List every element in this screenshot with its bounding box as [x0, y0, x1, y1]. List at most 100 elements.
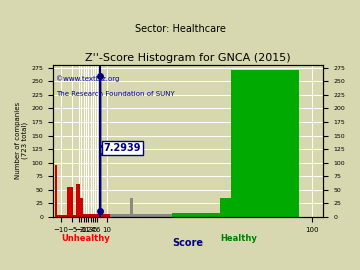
- Bar: [69, 187, 71, 217]
- Bar: [78, 184, 80, 217]
- Bar: [256, 70, 258, 217]
- Bar: [128, 214, 130, 217]
- Bar: [274, 70, 276, 217]
- Text: Unhealthy: Unhealthy: [61, 234, 109, 243]
- Bar: [82, 214, 85, 217]
- Bar: [73, 215, 76, 217]
- Bar: [258, 70, 261, 217]
- Bar: [167, 214, 169, 217]
- Bar: [119, 214, 121, 217]
- Bar: [156, 214, 158, 217]
- Bar: [222, 198, 224, 217]
- Bar: [194, 212, 197, 217]
- Bar: [142, 214, 144, 217]
- Bar: [249, 70, 252, 217]
- Bar: [199, 212, 201, 217]
- Bar: [238, 70, 240, 217]
- Bar: [105, 214, 108, 217]
- Bar: [67, 187, 69, 217]
- Bar: [233, 70, 235, 217]
- Bar: [135, 214, 138, 217]
- Bar: [85, 214, 87, 217]
- Bar: [92, 214, 94, 217]
- Y-axis label: Number of companies
(723 total): Number of companies (723 total): [15, 102, 28, 180]
- Bar: [252, 70, 254, 217]
- Bar: [201, 212, 203, 217]
- Bar: [242, 70, 245, 217]
- Bar: [281, 70, 283, 217]
- X-axis label: Score: Score: [173, 238, 204, 248]
- Bar: [71, 187, 73, 217]
- Bar: [224, 198, 226, 217]
- Bar: [183, 212, 185, 217]
- Bar: [185, 212, 188, 217]
- Bar: [263, 70, 265, 217]
- Bar: [101, 214, 103, 217]
- Bar: [267, 70, 270, 217]
- Bar: [133, 214, 135, 217]
- Bar: [160, 214, 162, 217]
- Bar: [55, 165, 58, 217]
- Bar: [172, 212, 174, 217]
- Bar: [181, 212, 183, 217]
- Bar: [126, 214, 128, 217]
- Bar: [60, 215, 62, 217]
- Bar: [87, 214, 89, 217]
- Bar: [272, 70, 274, 217]
- Bar: [286, 70, 288, 217]
- Bar: [297, 70, 300, 217]
- Bar: [62, 215, 64, 217]
- Bar: [192, 212, 194, 217]
- Bar: [283, 70, 286, 217]
- Bar: [208, 212, 210, 217]
- Bar: [138, 214, 140, 217]
- Bar: [94, 214, 96, 217]
- Bar: [188, 212, 190, 217]
- Bar: [190, 212, 192, 217]
- Bar: [153, 214, 156, 217]
- Bar: [235, 70, 238, 217]
- Bar: [96, 214, 99, 217]
- Bar: [295, 70, 297, 217]
- Bar: [165, 214, 167, 217]
- Bar: [215, 212, 217, 217]
- Bar: [254, 70, 256, 217]
- Bar: [226, 198, 229, 217]
- Bar: [210, 212, 213, 217]
- Bar: [162, 214, 165, 217]
- Bar: [245, 70, 247, 217]
- Bar: [247, 70, 249, 217]
- Bar: [279, 70, 281, 217]
- Bar: [179, 212, 181, 217]
- Bar: [231, 70, 233, 217]
- Bar: [270, 70, 272, 217]
- Bar: [112, 214, 114, 217]
- Bar: [261, 70, 263, 217]
- Bar: [89, 214, 92, 217]
- Bar: [58, 215, 60, 217]
- Bar: [158, 214, 160, 217]
- Bar: [229, 198, 231, 217]
- Bar: [293, 70, 295, 217]
- Title: Z''-Score Histogram for GNCA (2015): Z''-Score Histogram for GNCA (2015): [85, 53, 291, 63]
- Bar: [64, 215, 67, 217]
- Bar: [80, 198, 82, 217]
- Bar: [290, 70, 293, 217]
- Bar: [276, 70, 279, 217]
- Bar: [117, 214, 119, 217]
- Bar: [265, 70, 267, 217]
- Bar: [121, 214, 123, 217]
- Bar: [151, 214, 153, 217]
- Text: Sector: Healthcare: Sector: Healthcare: [135, 24, 225, 34]
- Bar: [130, 198, 133, 217]
- Text: 7.2939: 7.2939: [104, 143, 141, 153]
- Bar: [140, 214, 142, 217]
- Bar: [197, 212, 199, 217]
- Bar: [176, 212, 179, 217]
- Text: Healthy: Healthy: [221, 234, 257, 243]
- Bar: [103, 214, 105, 217]
- Bar: [114, 214, 117, 217]
- Bar: [288, 70, 290, 217]
- Bar: [213, 212, 215, 217]
- Bar: [220, 198, 222, 217]
